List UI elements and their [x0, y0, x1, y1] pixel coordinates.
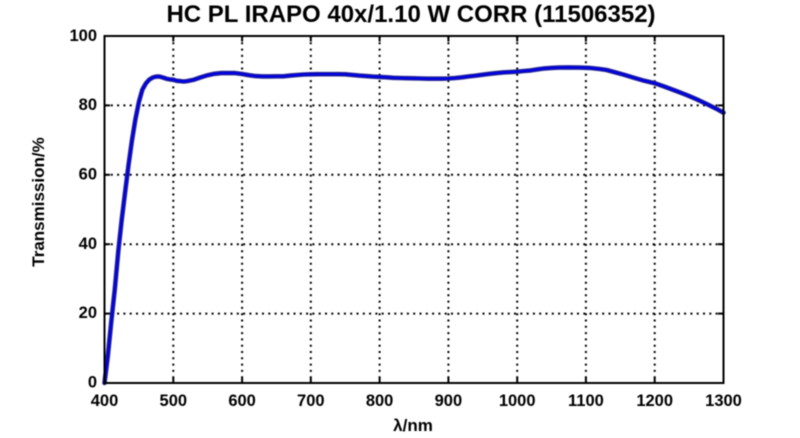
svg-text:700: 700 [297, 392, 325, 410]
svg-text:1000: 1000 [499, 392, 536, 410]
svg-text:1100: 1100 [568, 392, 604, 410]
svg-text:400: 400 [91, 392, 119, 410]
svg-text:80: 80 [79, 96, 97, 114]
svg-text:800: 800 [366, 392, 394, 410]
svg-text:900: 900 [435, 392, 463, 410]
svg-text:1200: 1200 [636, 392, 673, 410]
svg-text:Transmission/%: Transmission/% [29, 137, 48, 266]
svg-text:HC PL IRAPO 40x/1.10 W CORR (1: HC PL IRAPO 40x/1.10 W CORR (11506352) [166, 1, 655, 28]
svg-text:λ/nm: λ/nm [393, 416, 433, 435]
svg-text:0: 0 [88, 374, 97, 392]
svg-text:40: 40 [79, 235, 97, 253]
svg-text:500: 500 [160, 392, 188, 410]
svg-text:100: 100 [69, 27, 97, 45]
svg-text:60: 60 [79, 165, 97, 183]
svg-text:20: 20 [79, 304, 97, 322]
svg-text:600: 600 [228, 392, 256, 410]
svg-text:1300: 1300 [705, 392, 742, 410]
